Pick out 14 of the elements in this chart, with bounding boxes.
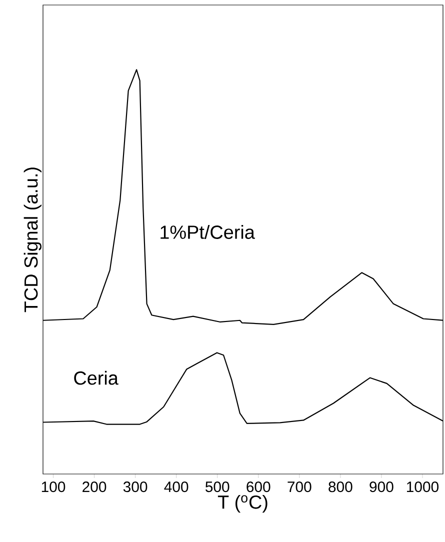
x-tick-label: 300 (123, 482, 148, 492)
x-tick-label: 900 (370, 482, 394, 492)
x-tick-label: 1000 (407, 482, 439, 492)
series-label: 1%Pt/Ceria (160, 225, 255, 239)
x-tick-label: 200 (82, 482, 106, 492)
x-tick-label: 600 (246, 482, 270, 492)
y-axis-title: TCD Signal (a.u.) (24, 168, 42, 312)
x-tick-label: 400 (164, 482, 188, 492)
x-tick-label: 100 (42, 482, 66, 492)
series-label: Ceria (74, 370, 118, 385)
x-tick-label: 800 (328, 482, 352, 492)
x-tick-label: 700 (288, 482, 312, 492)
x-tick-label: 500 (205, 482, 230, 492)
x-axis-title: T ($^{o}$C) (218, 494, 268, 513)
